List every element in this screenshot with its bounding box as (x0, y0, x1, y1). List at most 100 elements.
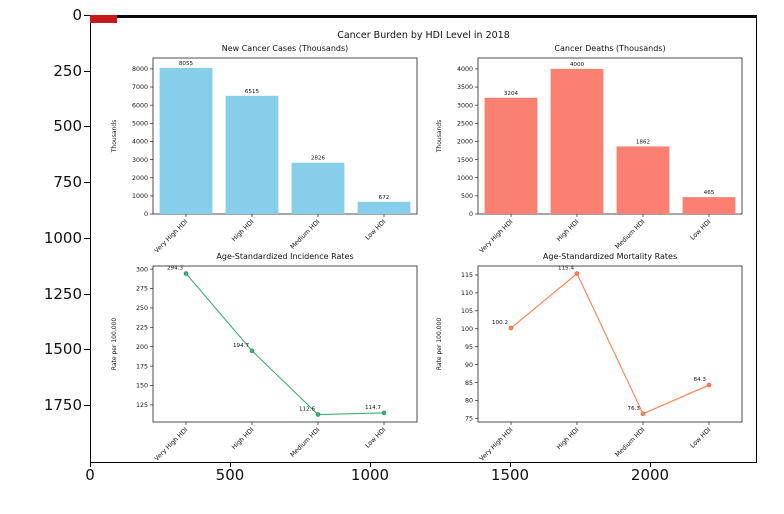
chart-incidence-rates: Age-Standardized Incidence Rates Rate per… (111, 252, 418, 462)
outer-x-tick-label: 1500 (490, 466, 530, 484)
outer-y-tick-label: 1000 (43, 228, 82, 247)
plot-frame (477, 57, 743, 215)
y-tick-label: 125 (136, 402, 148, 409)
y-tick-label: 90 (465, 362, 473, 369)
y-tick-label: 4000 (132, 139, 148, 146)
x-tick-label: High HDI (556, 426, 581, 451)
plot-frame (477, 265, 743, 423)
plot-frame (152, 57, 418, 215)
y-tick-label: 0 (469, 211, 473, 218)
y-tick-label: 3000 (132, 157, 148, 164)
y-tick-label: 105 (461, 308, 473, 315)
embedded-figure-image: Cancer Burden by HDI Level in 2018 New C… (90, 15, 757, 463)
y-tick-label: 2000 (132, 175, 148, 182)
bar (225, 95, 279, 214)
bar-value-label: 2826 (311, 156, 326, 162)
bar (616, 146, 670, 214)
x-tick-label: Medium HDI (289, 218, 321, 250)
outer-y-tick-mark (84, 126, 90, 128)
y-tick-label: 80 (465, 398, 473, 405)
line-marker (249, 348, 255, 354)
y-tick-label: 250 (136, 305, 148, 312)
y-tick-label: 200 (136, 344, 148, 351)
y-tick-label: 1000 (132, 193, 148, 200)
outer-y-tick-mark (84, 237, 90, 239)
y-tick-label: 95 (465, 344, 473, 351)
outer-y-tick-label: 250 (53, 61, 82, 80)
y-axis-label: Rate per 100,000 (436, 318, 443, 371)
y-tick-label: 75 (465, 416, 473, 423)
x-tick-label: Very High HDI (478, 426, 514, 462)
y-tick-label: 115 (461, 272, 473, 279)
chart-new-cancer-cases: New Cancer Cases (Thousands) Thousands 0 10… (111, 44, 418, 254)
outer-y-tick-mark (84, 15, 90, 16)
y-axis-label: Thousands (111, 120, 118, 153)
outer-y-tick-mark (84, 405, 90, 407)
bar-value-label: 4000 (570, 62, 585, 68)
y-tick-label: 1500 (457, 157, 473, 164)
outer-y-tick-mark (84, 70, 90, 72)
outer-y-tick-label: 1250 (43, 284, 82, 303)
x-tick-label: Low HDI (689, 426, 712, 449)
outer-y-tick-mark (84, 349, 90, 351)
bar-value-label: 1862 (636, 139, 650, 145)
outer-y-tick-mark (84, 293, 90, 295)
outer-y-tick-mark (84, 182, 90, 184)
line-marker (315, 412, 321, 417)
outer-x-tick-mark (90, 461, 91, 467)
y-tick-label: 225 (136, 325, 148, 332)
y-tick-label: 3500 (457, 84, 473, 91)
outer-x-tick-mark (510, 461, 511, 467)
outer-x-tick-mark (650, 461, 651, 467)
plot-frame (152, 265, 418, 423)
line-marker (381, 410, 387, 416)
bar (291, 162, 345, 214)
bar-value-label: 3204 (504, 91, 519, 97)
x-tick-label: High HDI (231, 426, 256, 451)
y-tick-label: 300 (136, 266, 148, 273)
outer-y-tick-label: 0 (72, 6, 82, 24)
y-axis-label: Rate per 100,000 (111, 318, 118, 371)
y-tick-label: 85 (465, 380, 473, 387)
outer-x-tick-mark (230, 461, 231, 467)
red-artifact (90, 15, 117, 23)
outer-y-tick-label: 750 (53, 173, 82, 192)
x-tick-label: Medium HDI (289, 426, 321, 458)
subplot-title: Age-Standardized Incidence Rates (216, 252, 353, 261)
point-value-label: 194.7 (233, 343, 249, 349)
outer-x-tick-label: 500 (215, 466, 245, 484)
bar (484, 97, 538, 214)
x-tick-label: Low HDI (689, 218, 712, 241)
y-tick-label: 8000 (132, 66, 148, 73)
point-value-label: 115.4 (558, 266, 574, 272)
x-tick-label: Low HDI (364, 426, 387, 449)
subplot-title: Cancer Deaths (Thousands) (554, 44, 665, 53)
chart-mortality-rates: Age-Standardized Mortality Rates Rate per… (436, 252, 743, 462)
y-tick-label: 5000 (132, 121, 148, 128)
bar (357, 201, 411, 214)
y-axis-label: Thousands (436, 120, 443, 153)
x-tick-label: Medium HDI (614, 426, 646, 458)
subplot-title: New Cancer Cases (Thousands) (222, 44, 349, 53)
y-tick-label: 1000 (457, 175, 473, 182)
bar (159, 67, 213, 214)
outer-y-tick-label: 1500 (43, 340, 82, 359)
point-value-label: 84.3 (694, 377, 707, 383)
bar (550, 68, 604, 214)
y-tick-label: 0 (144, 211, 148, 218)
y-tick-label: 275 (136, 286, 148, 293)
y-tick-label: 2000 (457, 139, 473, 146)
outer-x-tick-label: 2000 (630, 466, 670, 484)
x-tick-label: Very High HDI (153, 426, 189, 462)
bar-value-label: 672 (379, 195, 390, 201)
y-tick-label: 6000 (132, 102, 148, 109)
figure-suptitle: Cancer Burden by HDI Level in 2018 (337, 30, 510, 41)
line-series (185, 273, 385, 416)
chart-cancer-deaths: Cancer Deaths (Thousands) Thousands 0 500 10… (436, 44, 743, 254)
outer-x-tick-label: 0 (85, 466, 95, 484)
y-tick-label: 3000 (457, 102, 473, 109)
line-marker (574, 271, 580, 276)
outer-x-tick-mark (370, 461, 371, 467)
y-tick-label: 2500 (457, 121, 473, 128)
